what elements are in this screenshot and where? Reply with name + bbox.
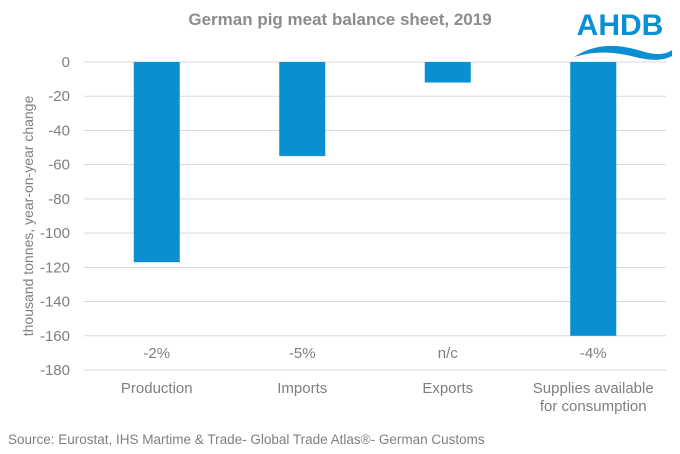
category-label-line: Production [121,380,193,397]
category-label-line: Supplies available [533,380,654,397]
source-note: Source: Eurostat, IHS Martime & Trade- G… [8,432,485,447]
y-axis-label: thousand tonnes, year-on-year change [20,96,36,337]
bar [424,62,471,83]
gridlines [84,61,666,371]
bar [133,62,180,263]
logo-text: AHDB [577,9,664,42]
y-tick-label: -60 [48,157,70,174]
category-label: Production [121,380,193,397]
bar [279,62,326,157]
ahdb-logo: AHDB [574,9,672,60]
category-label-line: for consumption [540,398,647,415]
category-label-line: Exports [422,380,473,397]
y-tick-label: -140 [40,294,70,311]
y-tick-label: -180 [40,362,70,379]
category-label: Imports [277,380,327,397]
logo-wave-icon [574,45,672,60]
y-tick-labels: 0 -20 -40 -60 -80 -100 -120 -140 -160 -180 [40,54,70,379]
category-label: Exports [422,380,473,397]
y-tick-label: 0 [62,54,70,71]
y-tick-label: -40 [48,122,70,139]
bar-annotation: -4% [580,345,607,362]
chart-title: German pig meat balance sheet, 2019 [188,10,491,29]
y-tick-label: -160 [40,328,70,345]
bar-annotation: -2% [143,345,170,362]
y-tick-label: -80 [48,191,70,208]
category-label-line: Imports [277,380,327,397]
y-tick-label: -120 [40,259,70,276]
bars [133,62,617,336]
category-labels: Production Imports Exports Supplies availab… [121,380,654,415]
y-tick-label: -100 [40,225,70,242]
bar [570,62,617,336]
category-label: Supplies available for consumption [533,380,654,415]
bar-annotation: -5% [289,345,316,362]
bar-annotations: -2% -5% n/c -4% [143,345,606,362]
y-tick-label: -20 [48,88,70,105]
bar-annotation: n/c [438,345,459,362]
